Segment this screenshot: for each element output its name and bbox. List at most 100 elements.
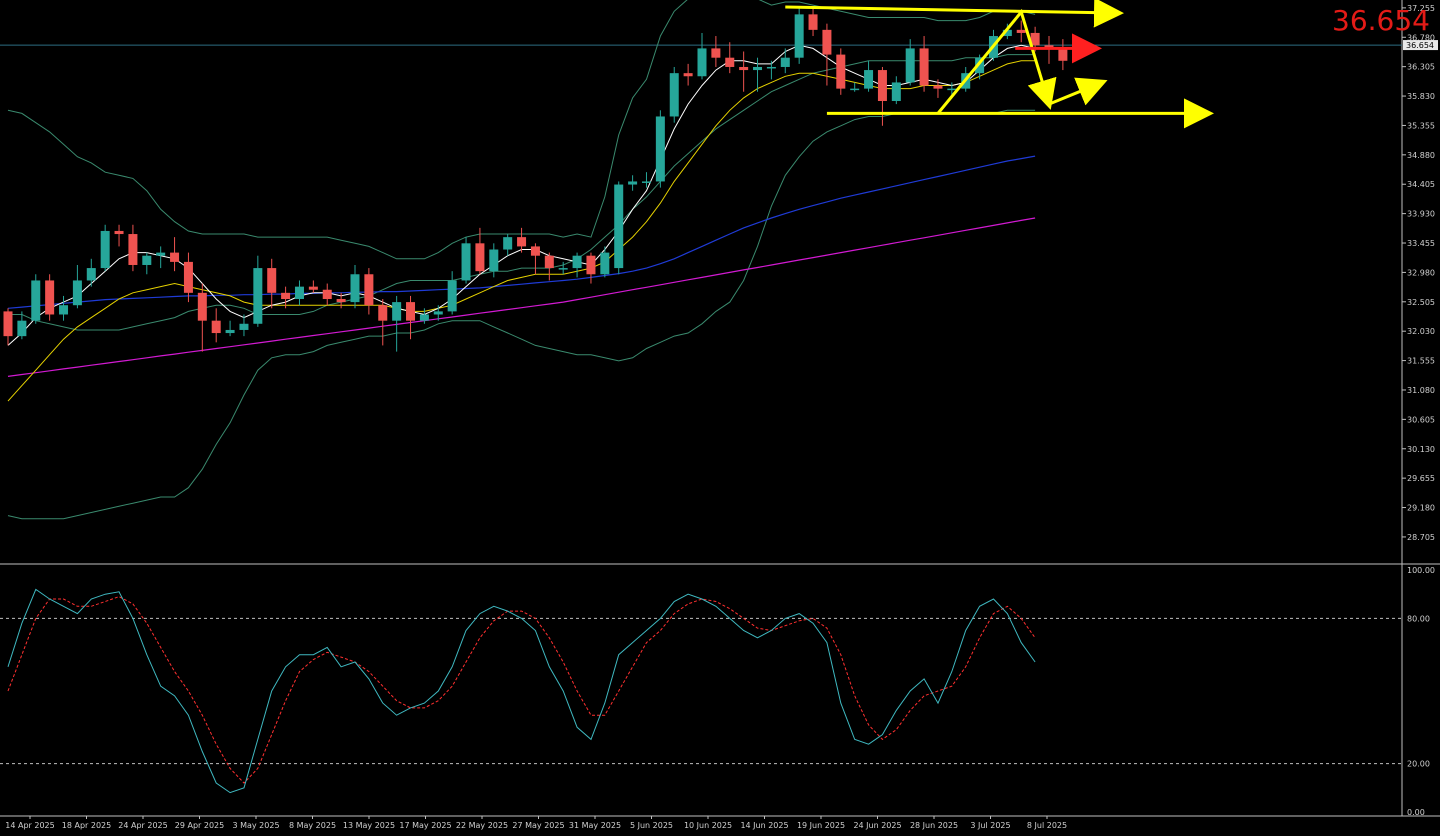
resistance-arrow [785, 0, 1124, 28]
price-tick-label: 32.030 [1407, 327, 1435, 336]
candle-body [239, 323, 249, 330]
time-tick-label: 14 Jun 2025 [740, 821, 788, 830]
projected-drop-arrow [936, 8, 1057, 115]
current-price-label: 36.654 [1332, 4, 1430, 37]
candle-body [780, 57, 790, 67]
candle-body [350, 274, 360, 303]
current-price-tag [1403, 40, 1438, 51]
candle-body [433, 311, 443, 315]
candle-body [225, 329, 235, 334]
candle-body [211, 320, 221, 334]
candle-body [600, 252, 610, 275]
candle-body [281, 292, 291, 300]
candle-body [891, 82, 901, 102]
candle-body [3, 311, 13, 337]
candle-body [267, 268, 277, 293]
candle-body [114, 230, 124, 235]
time-tick-label: 27 May 2025 [512, 821, 564, 830]
price-tick-label: 33.930 [1407, 210, 1435, 219]
candlestick-series [3, 8, 1068, 352]
price-tick-label: 29.180 [1407, 504, 1435, 513]
candle-body [975, 57, 985, 74]
time-tick-label: 19 Jun 2025 [797, 821, 845, 830]
trend-annotations [785, 0, 1214, 129]
candle-body [1002, 29, 1012, 37]
time-tick-label: 24 Apr 2025 [118, 821, 167, 830]
candle-body [406, 302, 416, 321]
candle-body [197, 292, 207, 321]
price-tick-label: 36.305 [1407, 63, 1435, 72]
candle-body [739, 66, 749, 71]
price-tick-label: 32.980 [1407, 268, 1435, 277]
time-tick-label: 31 May 2025 [569, 821, 621, 830]
candle-body [919, 48, 929, 86]
candle-body [31, 280, 41, 321]
time-tick-label: 17 May 2025 [399, 821, 451, 830]
candle-body [72, 280, 82, 306]
projected-rebound-arrow [1048, 77, 1108, 106]
price-tick-label: 31.080 [1407, 386, 1435, 395]
candle-body [544, 255, 554, 269]
price-tick-label: 32.505 [1407, 298, 1435, 307]
price-tick-label: 31.555 [1407, 357, 1435, 366]
price-tick-label: 29.655 [1407, 474, 1435, 483]
candle-body [905, 48, 915, 83]
candle-body [572, 255, 582, 269]
current-price-tag-label: 36.654 [1406, 41, 1434, 50]
price-tick-label: 35.830 [1407, 92, 1435, 101]
candle-body [933, 85, 943, 89]
candle-body [183, 261, 193, 293]
candle-body [378, 305, 388, 321]
price-tick-label: 36.780 [1407, 33, 1435, 42]
candle-body [128, 234, 138, 265]
time-tick-label: 22 May 2025 [456, 821, 508, 830]
candle-body [850, 88, 860, 91]
candle-body [628, 181, 638, 185]
bb-lower-line [7, 109, 1036, 520]
candle-body [669, 73, 679, 117]
candle-body [794, 14, 804, 58]
candle-body [725, 57, 735, 67]
candle-body [864, 70, 874, 89]
candle-body [100, 230, 110, 269]
candle-body [170, 252, 180, 262]
time-tick-label: 29 Apr 2025 [175, 821, 224, 830]
panel-borders [0, 0, 1440, 817]
candle-body [308, 286, 318, 290]
time-tick-label: 10 Jun 2025 [684, 821, 732, 830]
time-tick-label: 18 Apr 2025 [62, 821, 111, 830]
candle-body [294, 286, 304, 300]
candle-body [586, 255, 596, 275]
stoch-tick-label: 80.00 [1407, 614, 1430, 623]
ma200-line [7, 217, 1036, 377]
time-tick-label: 28 Jun 2025 [910, 821, 958, 830]
candle-body [655, 116, 665, 182]
candle-body [711, 48, 721, 58]
time-axis: 14 Apr 2025 18 Apr 2025 24 Apr 2025 29 Apr … [5, 816, 1067, 830]
stoch-tick-label: 0.00 [1407, 808, 1425, 817]
candle-body [392, 302, 402, 321]
candle-body [1044, 45, 1054, 49]
price-tick-label: 34.880 [1407, 151, 1435, 160]
price-tick-label: 34.405 [1407, 180, 1435, 189]
candle-body [517, 237, 527, 247]
candle-body [947, 88, 957, 91]
candle-body [1030, 32, 1040, 46]
stoch-tick-label: 20.00 [1407, 760, 1430, 769]
time-tick-label: 3 May 2025 [232, 821, 279, 830]
candle-body [336, 299, 346, 303]
candle-body [697, 48, 707, 77]
bb-upper-line [7, 0, 1036, 260]
price-tick-label: 30.130 [1407, 445, 1435, 454]
stoch-tick-label: 100.00 [1407, 566, 1435, 575]
candle-body [877, 70, 887, 102]
candle-body [447, 280, 457, 312]
time-tick-label: 13 May 2025 [343, 821, 395, 830]
candle-body [683, 73, 693, 77]
price-tick-label: 30.605 [1407, 415, 1435, 424]
stoch-d-line [7, 596, 1036, 784]
candle-body [753, 66, 763, 71]
price-tick-label: 35.355 [1407, 121, 1435, 130]
candle-body [364, 274, 374, 306]
candle-body [836, 54, 846, 89]
